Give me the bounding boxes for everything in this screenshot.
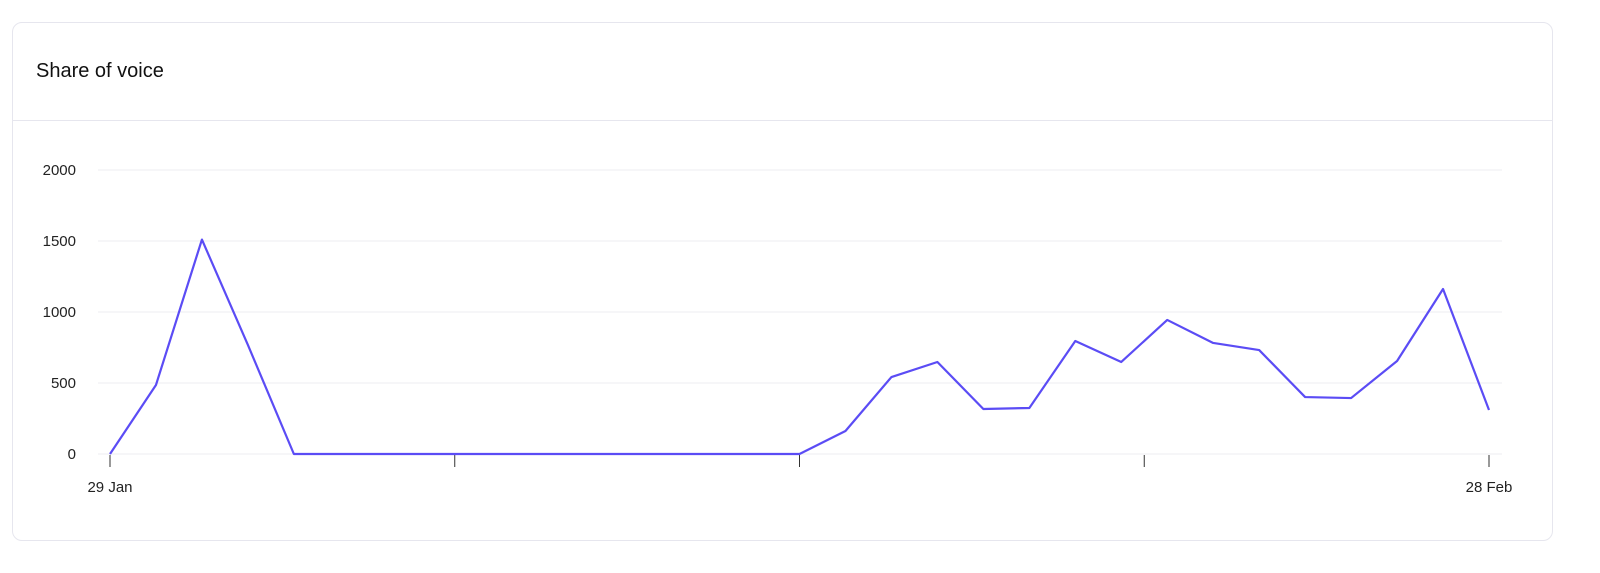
y-tick-label: 2000	[43, 162, 76, 179]
x-tick-label: 28 Feb	[1466, 479, 1513, 496]
y-tick-label: 1500	[43, 233, 76, 250]
y-tick-label: 500	[51, 375, 76, 392]
y-tick-label: 1000	[43, 304, 76, 321]
x-tick-label: 29 Jan	[87, 479, 132, 496]
y-tick-label: 0	[68, 446, 76, 463]
card-header: Share of voice	[13, 23, 1552, 121]
series-line	[109, 238, 1491, 456]
card-title: Share of voice	[36, 60, 164, 82]
